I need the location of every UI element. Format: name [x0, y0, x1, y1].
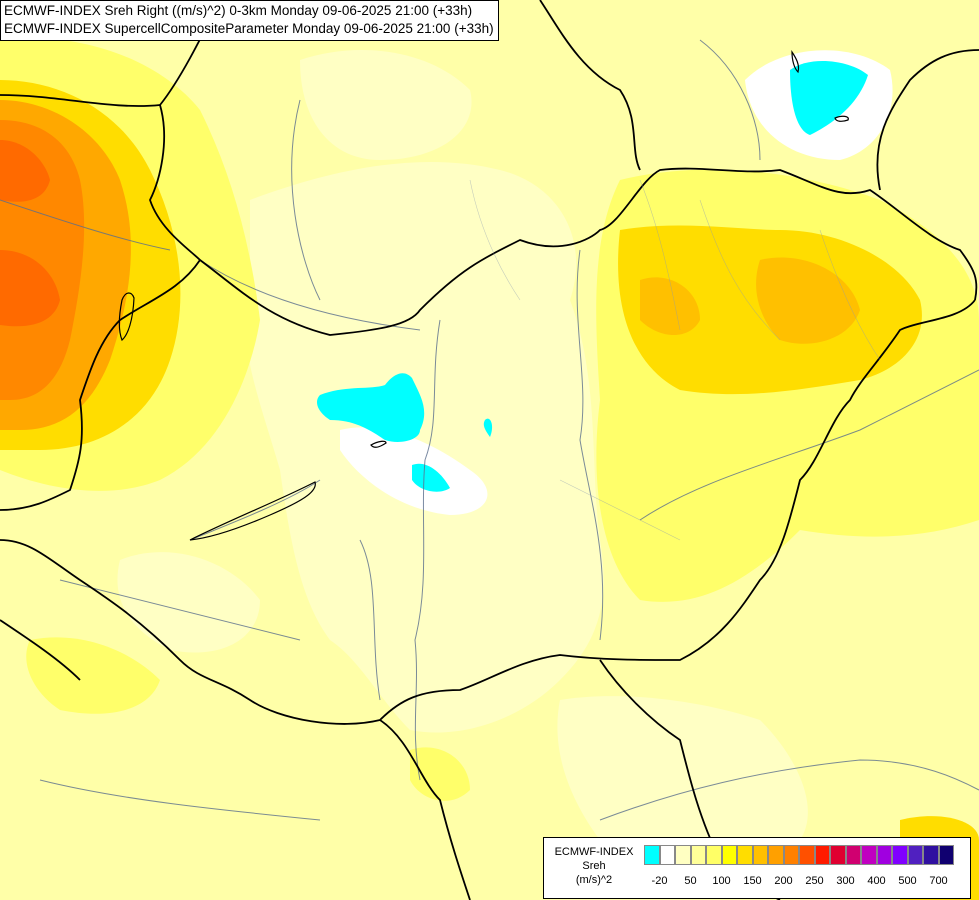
legend-tick-label: 250: [805, 875, 824, 887]
legend-swatches: [644, 845, 954, 865]
legend-tick-label: 500: [898, 875, 917, 887]
legend-tick-label: 400: [867, 875, 886, 887]
legend-title: ECMWF-INDEX Sreh (m/s)^2: [548, 845, 640, 887]
legend-swatch: [644, 845, 660, 865]
header-line-1: ECMWF-INDEX Sreh Right ((m/s)^2) 0-3km M…: [4, 3, 473, 18]
legend-swatch: [907, 845, 923, 865]
legend-tick-label: 200: [774, 875, 793, 887]
header-line-2: ECMWF-INDEX SupercellCompositeParameter …: [4, 21, 494, 36]
legend-tick-label: 300: [836, 875, 855, 887]
legend-swatch: [845, 845, 861, 865]
legend-swatch: [659, 845, 675, 865]
legend-title-line-2: Sreh: [582, 860, 606, 872]
legend-swatch: [814, 845, 830, 865]
field-cyan: [317, 60, 868, 492]
legend-swatch: [768, 845, 784, 865]
legend-tick-label: 100: [712, 875, 731, 887]
legend-swatch: [706, 845, 722, 865]
legend-swatch: [690, 845, 706, 865]
lakes: [118, 50, 849, 541]
legend-swatch: [861, 845, 877, 865]
field-red-orange: [0, 140, 60, 327]
legend-swatch: [783, 845, 799, 865]
legend-swatch: [737, 845, 753, 865]
color-legend: ECMWF-INDEX Sreh (m/s)^2 -20 50 100 150 200 2…: [543, 837, 971, 899]
legend-tick-label: 700: [929, 875, 948, 887]
legend-title-line-3: (m/s)^2: [575, 874, 613, 886]
legend-swatch: [892, 845, 908, 865]
map-header: ECMWF-INDEX Sreh Right ((m/s)^2) 0-3km M…: [0, 0, 499, 41]
legend-tick-label: 50: [684, 875, 697, 887]
legend-title-line-1: ECMWF-INDEX: [554, 846, 634, 858]
legend-swatch: [923, 845, 939, 865]
rivers: [0, 39, 979, 821]
county-lines: [469, 179, 881, 541]
legend-tick-label: -20: [651, 875, 668, 887]
legend-ticks: -20 50 100 150 200 250 300 400 500 700: [644, 875, 968, 889]
legend-swatch: [799, 845, 815, 865]
legend-swatch: [752, 845, 768, 865]
legend-swatch: [830, 845, 846, 865]
legend-swatch: [876, 845, 892, 865]
legend-swatch: [675, 845, 691, 865]
legend-swatch: [938, 845, 954, 865]
legend-tick-label: 150: [743, 875, 762, 887]
legend-swatch: [721, 845, 737, 865]
